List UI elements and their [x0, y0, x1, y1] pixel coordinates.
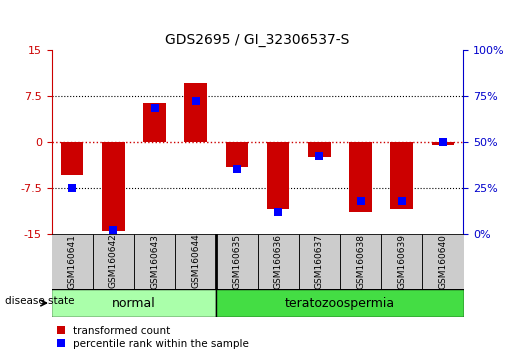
Text: GSM160641: GSM160641: [67, 234, 77, 289]
Text: normal: normal: [112, 297, 156, 309]
Bar: [226, 142, 248, 167]
Point: [398, 198, 406, 203]
Text: GSM160637: GSM160637: [315, 234, 324, 289]
Bar: [381, 234, 422, 289]
Bar: [258, 234, 299, 289]
Text: GSM160635: GSM160635: [232, 234, 242, 289]
Bar: [267, 142, 289, 209]
Text: GSM160639: GSM160639: [397, 234, 406, 289]
Bar: [175, 234, 216, 289]
Bar: [308, 142, 331, 157]
Title: GDS2695 / GI_32306537-S: GDS2695 / GI_32306537-S: [165, 33, 350, 47]
Text: teratozoospermia: teratozoospermia: [285, 297, 395, 309]
Bar: [216, 234, 258, 289]
Bar: [61, 142, 83, 175]
Bar: [432, 142, 454, 145]
Point: [192, 98, 200, 104]
Bar: [143, 103, 166, 142]
Bar: [349, 142, 372, 212]
Text: GSM160636: GSM160636: [273, 234, 283, 289]
Point: [315, 154, 323, 159]
Bar: [134, 234, 175, 289]
Point: [356, 198, 365, 203]
Point: [439, 139, 447, 144]
Bar: [52, 289, 216, 317]
Text: GSM160642: GSM160642: [109, 234, 118, 289]
Bar: [340, 234, 381, 289]
Bar: [216, 289, 464, 317]
Point: [233, 166, 241, 172]
Bar: [299, 234, 340, 289]
Text: GSM160644: GSM160644: [191, 234, 200, 289]
Point: [150, 105, 159, 111]
Legend: transformed count, percentile rank within the sample: transformed count, percentile rank withi…: [57, 326, 249, 349]
Point: [109, 227, 117, 233]
Text: GSM160643: GSM160643: [150, 234, 159, 289]
Text: GSM160640: GSM160640: [438, 234, 448, 289]
Text: disease state: disease state: [5, 296, 75, 306]
Bar: [184, 83, 207, 142]
Bar: [102, 142, 125, 230]
Point: [274, 209, 282, 215]
Bar: [52, 234, 93, 289]
Bar: [390, 142, 413, 209]
Point: [68, 185, 76, 190]
Bar: [422, 234, 464, 289]
Text: GSM160638: GSM160638: [356, 234, 365, 289]
Bar: [93, 234, 134, 289]
